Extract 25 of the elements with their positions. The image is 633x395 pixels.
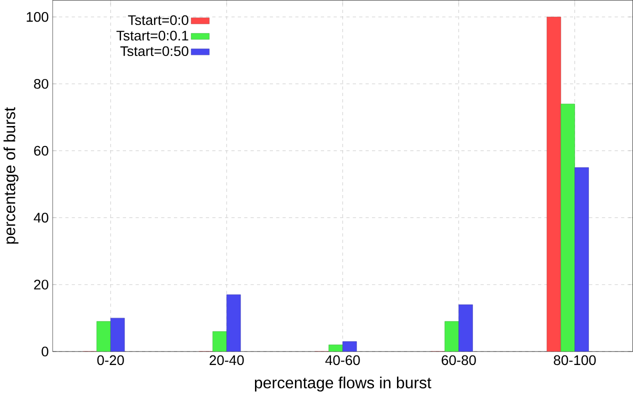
x-axis-title: percentage flows in burst	[254, 376, 432, 392]
y-tick-label: 20	[34, 280, 48, 290]
x-tick-label: 60-80	[442, 355, 476, 366]
x-tick-label: 20-40	[210, 355, 244, 366]
y-tick-label: 60	[34, 146, 48, 156]
bar	[212, 331, 227, 352]
legend-label: Tstart=0:0	[128, 15, 188, 25]
x-tick-label: 0-20	[97, 355, 124, 366]
bar	[110, 318, 125, 352]
bar	[574, 167, 589, 352]
legend-label: Tstart=0:0.1	[116, 30, 188, 40]
bar	[96, 321, 111, 352]
bar	[458, 304, 473, 352]
legend-label: Tstart=0:50	[120, 46, 188, 56]
x-tick-label: 80-100	[554, 355, 596, 366]
y-tick-label: 40	[34, 212, 48, 223]
x-tick-label: 40-60	[325, 355, 360, 366]
bar	[560, 104, 575, 352]
y-tick-label: 0	[42, 346, 48, 356]
bar	[444, 321, 459, 352]
y-tick-label: 100	[26, 12, 48, 22]
y-axis-title: percentage of burst	[4, 107, 18, 244]
bar	[226, 294, 241, 352]
bar	[546, 16, 562, 352]
y-tick-label: 80	[34, 78, 48, 89]
